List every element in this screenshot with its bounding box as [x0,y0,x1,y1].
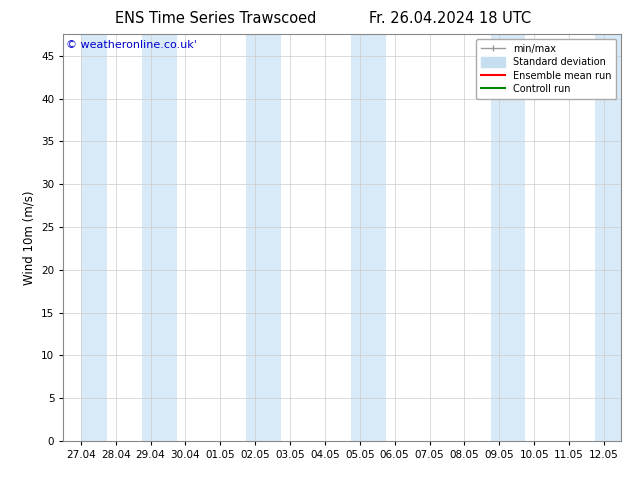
Text: Fr. 26.04.2024 18 UTC: Fr. 26.04.2024 18 UTC [369,11,531,26]
Bar [595,34,621,441]
Bar [81,34,107,441]
Bar [142,34,177,441]
Bar [247,34,281,441]
Text: © weatheronline.co.uk': © weatheronline.co.uk' [66,40,197,50]
Text: ENS Time Series Trawscoed: ENS Time Series Trawscoed [115,11,316,26]
Y-axis label: Wind 10m (m/s): Wind 10m (m/s) [23,191,36,285]
Bar [351,34,386,441]
Bar [491,34,526,441]
Legend: min/max, Standard deviation, Ensemble mean run, Controll run: min/max, Standard deviation, Ensemble me… [476,39,616,98]
